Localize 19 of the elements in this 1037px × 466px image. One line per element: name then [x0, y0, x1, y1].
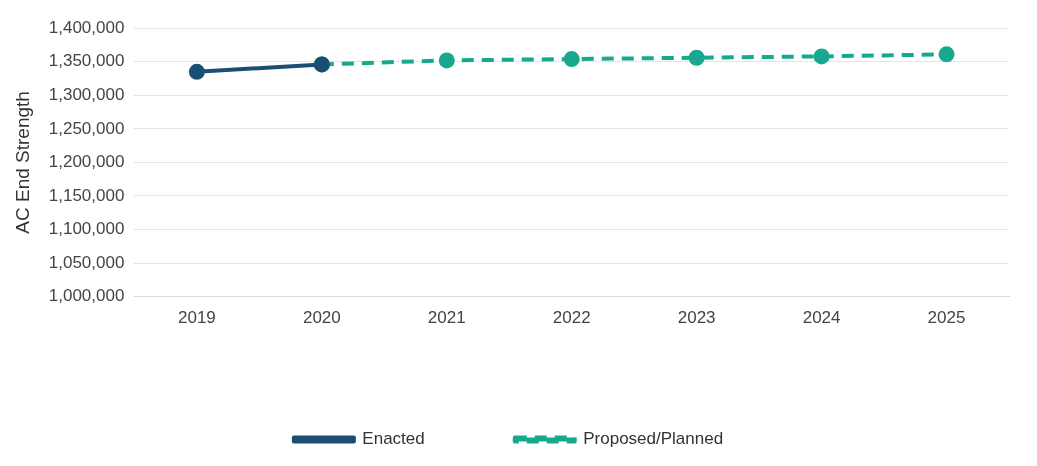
legend-label: Enacted: [362, 429, 425, 449]
legend-label: Proposed/Planned: [583, 429, 724, 449]
y-tick-label: 1,300,000: [48, 84, 125, 104]
y-tick-label: 1,350,000: [48, 51, 125, 71]
y-tick-label: 1,400,000: [48, 17, 125, 37]
y-tick-label: 1,100,000: [48, 219, 125, 239]
x-tick-label: 2019: [177, 308, 216, 328]
y-tick-label: 1,200,000: [48, 152, 125, 172]
x-tick-label: 2022: [552, 308, 591, 328]
x-tick-label: 2023: [677, 308, 716, 328]
x-tick-label: 2021: [427, 308, 466, 328]
y-tick-label: 1,050,000: [48, 252, 125, 272]
y-tick-label: 1,150,000: [48, 185, 125, 205]
x-tick-label: 2025: [927, 308, 966, 328]
x-tick-label: 2024: [802, 308, 841, 328]
y-tick-label: 1,000,000: [48, 286, 125, 306]
y-tick-label: 1,250,000: [48, 118, 125, 138]
y-axis-title: AC End Strength: [11, 91, 33, 234]
x-tick-label: 2020: [302, 308, 341, 328]
